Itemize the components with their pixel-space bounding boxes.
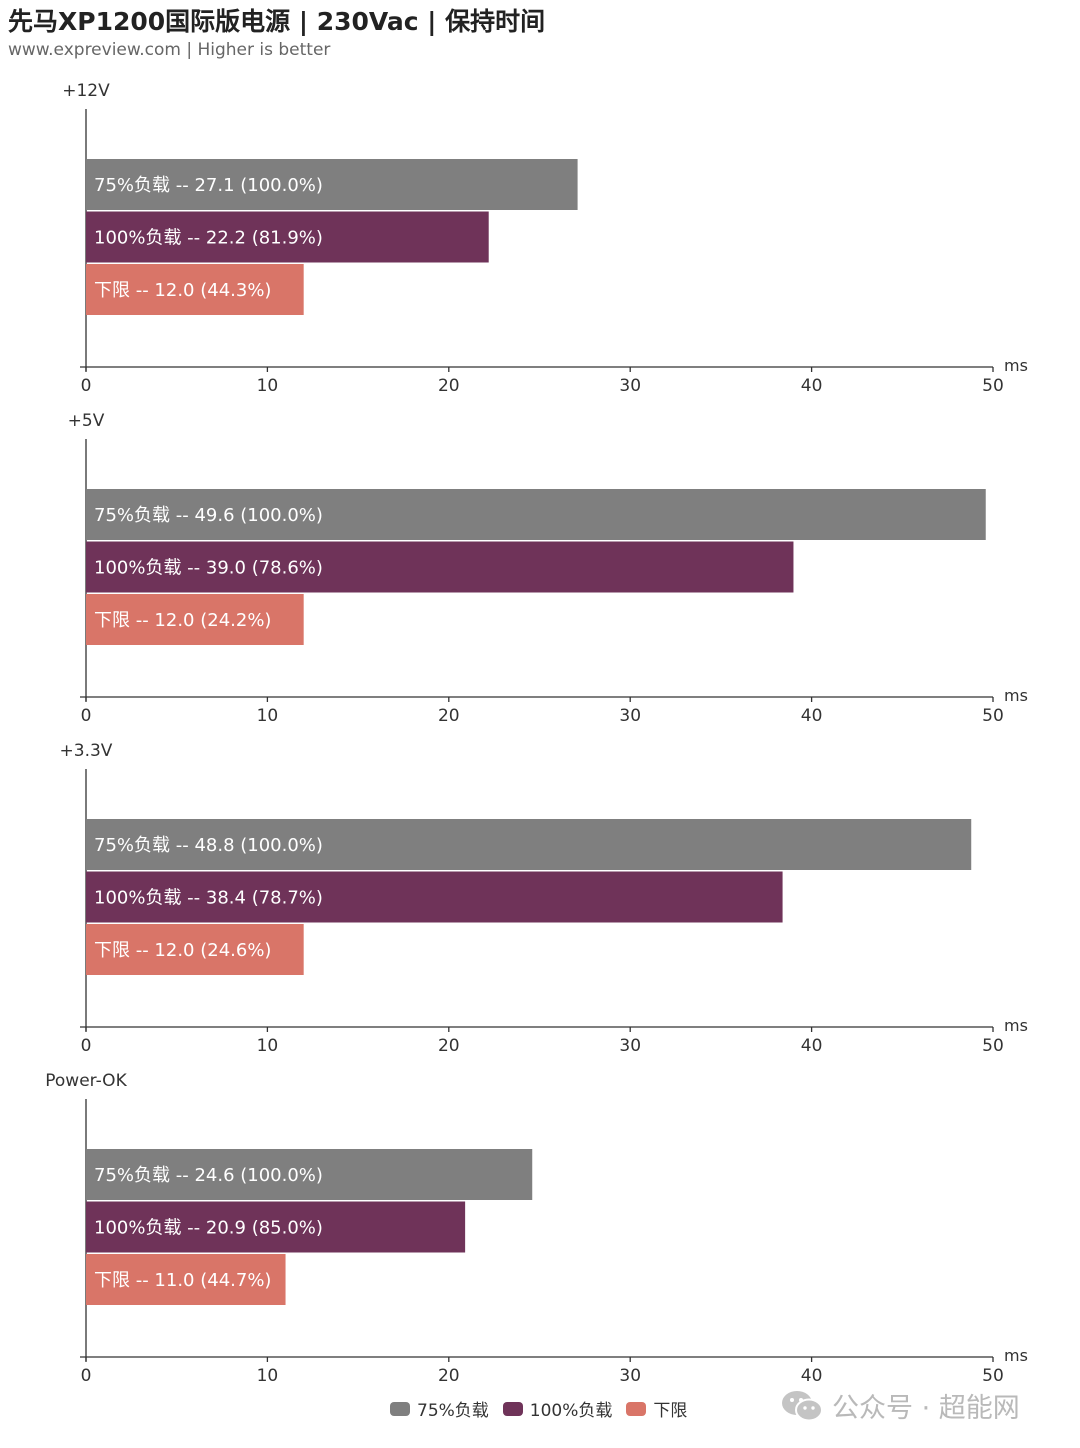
x-tick-label-power-ok: 30 <box>619 1366 641 1386</box>
x-tick-label-12v: 50 <box>982 376 1004 396</box>
bar-label-3-3v-2: 下限 -- 12.0 (24.6%) <box>94 940 271 961</box>
x-tick-label-12v: 10 <box>257 376 279 396</box>
x-tick-label-5v: 20 <box>438 706 460 726</box>
legend-label-75: 75%负载 <box>417 1401 489 1421</box>
x-tick-label-3-3v: 10 <box>257 1036 279 1056</box>
bar-12v-1 <box>86 211 489 263</box>
chart-legend: 75%负载 100%负载 下限 <box>390 1396 701 1421</box>
panel-title-3-3v: +3.3V <box>60 741 113 761</box>
legend-swatch-limit <box>626 1401 647 1416</box>
x-tick-label-3-3v: 0 <box>81 1036 92 1056</box>
x-unit-label-power-ok: ms <box>1004 1346 1028 1365</box>
bar-label-power-ok-2: 下限 -- 11.0 (44.7%) <box>94 1270 271 1291</box>
bar-power-ok-1 <box>86 1201 466 1253</box>
x-tick-label-3-3v: 50 <box>982 1036 1004 1056</box>
bar-3-3v-1 <box>86 871 783 923</box>
legend-item-100: 100%负载 <box>502 1396 613 1421</box>
bar-label-12v-2: 下限 -- 12.0 (44.3%) <box>94 280 271 301</box>
x-unit-label-5v: ms <box>1004 686 1028 705</box>
x-tick-label-5v: 30 <box>619 706 641 726</box>
legend-label-limit: 下限 <box>653 1401 688 1421</box>
bar-label-5v-0: 75%负载 -- 49.6 (100.0%) <box>94 505 323 526</box>
x-tick-label-3-3v: 40 <box>801 1036 823 1056</box>
panel-title-5v: +5V <box>68 411 105 431</box>
x-tick-label-12v: 40 <box>801 376 823 396</box>
x-tick-label-12v: 20 <box>438 376 460 396</box>
x-tick-label-power-ok: 40 <box>801 1366 823 1386</box>
panel-title-12v: +12V <box>62 81 110 101</box>
legend-item-75: 75%负载 <box>390 1396 489 1421</box>
bar-label-3-3v-0: 75%负载 -- 48.8 (100.0%) <box>94 835 323 856</box>
x-tick-label-power-ok: 0 <box>81 1366 92 1386</box>
bar-label-5v-1: 100%负载 -- 39.0 (78.6%) <box>94 558 323 579</box>
legend-swatch-100 <box>502 1401 523 1416</box>
wechat-icon <box>782 1390 823 1421</box>
bar-12v-0 <box>86 159 578 210</box>
legend-item-limit: 下限 <box>626 1396 687 1421</box>
chart-title: 先马XP1200国际版电源 | 230Vac | 保持时间 <box>8 7 546 36</box>
x-tick-label-power-ok: 50 <box>982 1366 1004 1386</box>
bar-12v-2 <box>86 264 304 315</box>
chart-subtitle: www.expreview.com | Higher is better <box>8 40 331 60</box>
x-tick-label-power-ok: 10 <box>257 1366 279 1386</box>
bar-power-ok-0 <box>86 1149 533 1200</box>
bar-label-12v-0: 75%负载 -- 27.1 (100.0%) <box>94 175 323 196</box>
bar-label-12v-1: 100%负载 -- 22.2 (81.9%) <box>94 228 323 249</box>
bar-3-3v-2 <box>86 924 304 975</box>
x-tick-label-5v: 50 <box>982 706 1004 726</box>
x-tick-label-12v: 0 <box>81 376 92 396</box>
bar-5v-0 <box>86 489 986 540</box>
legend-label-100: 100%负载 <box>529 1401 613 1421</box>
bar-power-ok-2 <box>86 1254 286 1305</box>
x-tick-label-5v: 40 <box>801 706 823 726</box>
bar-label-power-ok-0: 75%负载 -- 24.6 (100.0%) <box>94 1165 323 1186</box>
bar-label-3-3v-1: 100%负载 -- 38.4 (78.7%) <box>94 888 323 909</box>
x-tick-label-5v: 10 <box>257 706 279 726</box>
x-tick-label-3-3v: 30 <box>619 1036 641 1056</box>
watermark: 公众号 · 超能网 <box>780 1386 1020 1425</box>
bar-5v-2 <box>86 594 304 645</box>
x-tick-label-power-ok: 20 <box>438 1366 460 1386</box>
x-tick-label-3-3v: 20 <box>438 1036 460 1056</box>
x-unit-label-3-3v: ms <box>1004 1016 1028 1035</box>
x-unit-label-12v: ms <box>1004 356 1028 375</box>
bar-label-power-ok-1: 100%负载 -- 20.9 (85.0%) <box>94 1218 323 1239</box>
legend-swatch-75 <box>390 1401 410 1416</box>
panel-title-power-ok: Power-OK <box>45 1071 127 1091</box>
bar-3-3v-0 <box>86 819 972 870</box>
x-tick-label-12v: 30 <box>619 376 641 396</box>
bar-label-5v-2: 下限 -- 12.0 (24.2%) <box>94 610 271 631</box>
x-tick-label-5v: 0 <box>81 706 92 726</box>
bar-5v-1 <box>86 541 794 593</box>
watermark-text: 公众号 · 超能网 <box>832 1393 1020 1424</box>
